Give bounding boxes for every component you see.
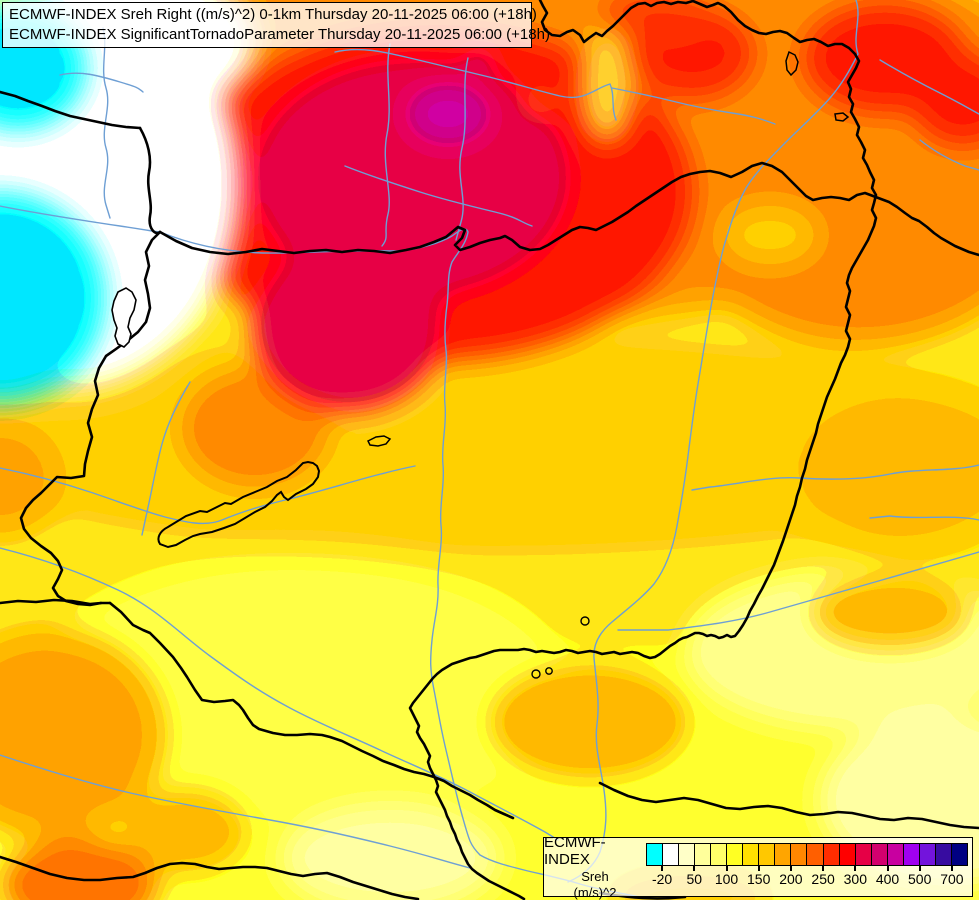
legend-tick-label: 150 [747, 871, 771, 887]
river [919, 139, 979, 171]
legend-tick-label: 50 [686, 871, 703, 887]
river-danube [0, 205, 641, 898]
border-hungary [158, 161, 979, 257]
legend-parameter-name: Sreh [581, 869, 609, 884]
river-tisza [567, 0, 859, 883]
river [0, 465, 416, 525]
lake-balaton-outline [157, 460, 321, 549]
lake [545, 667, 553, 675]
legend-tick-label: 500 [908, 871, 932, 887]
river [381, 43, 391, 247]
legend-color-cell [854, 843, 872, 866]
river [334, 48, 617, 121]
legend-color-cell [934, 843, 952, 866]
border [0, 855, 420, 900]
legend-color-cell [662, 843, 680, 866]
border [138, 126, 162, 235]
river-drava [0, 547, 559, 841]
legend-color-cell [742, 843, 760, 866]
legend-tick-mark [757, 866, 760, 871]
legend-color-cell [806, 843, 824, 866]
legend-color-cell [774, 843, 792, 866]
river [617, 551, 979, 631]
legend-tick-label: -20 [651, 871, 673, 887]
legend-color-cell [678, 843, 696, 866]
legend-color-cell [758, 843, 776, 866]
map-title-line2: ECMWF-INDEX SignificantTornadoParameter … [9, 26, 550, 43]
legend-color-cell [886, 843, 904, 866]
legend-tick-mark [725, 866, 728, 871]
border [0, 90, 142, 130]
legend-color-cell [694, 843, 712, 866]
legend-color-cell [918, 843, 936, 866]
lake [785, 50, 799, 77]
legend-tick-label: 700 [940, 871, 964, 887]
lake-velence [366, 435, 392, 447]
legend-tick-label: 400 [875, 871, 900, 887]
legend-tick-mark [886, 866, 889, 871]
map-title-box: ECMWF-INDEX Sreh Right ((m/s)^2) 0-1km T… [2, 2, 550, 48]
lake-neusiedl [111, 287, 137, 348]
river [141, 381, 191, 536]
border [408, 0, 878, 900]
legend-tick-label: 300 [843, 871, 867, 887]
legend-tick-mark [822, 866, 825, 871]
border [19, 230, 162, 607]
lakes [111, 50, 850, 679]
legend-color-cell [870, 843, 888, 866]
river [879, 59, 979, 115]
legend-labels: ECMWF-INDEX Sreh (m/s)^2 [544, 834, 646, 900]
legend-tick-label: 200 [779, 871, 803, 887]
legend-tick-label: 250 [811, 871, 835, 887]
legend-tick-mark [950, 866, 953, 871]
border [108, 601, 515, 820]
lake [531, 669, 541, 679]
river [59, 72, 144, 93]
river [102, 27, 111, 219]
legend-tick-mark [918, 866, 921, 871]
legend-units: (m/s)^2 [573, 885, 617, 900]
legend-color-cell [710, 843, 728, 866]
river [611, 87, 776, 125]
legend-model-name: ECMWF-INDEX [544, 834, 606, 868]
legend-tick-mark [789, 866, 792, 871]
legend-color-cell [822, 843, 840, 866]
lake [580, 616, 590, 626]
legend-tick-label: 100 [714, 871, 739, 887]
legend-tick-mark [693, 866, 696, 871]
river [869, 515, 979, 521]
legend-tick-mark [661, 866, 664, 871]
legend-color-cell [790, 843, 808, 866]
legend-tick-mark [854, 866, 857, 871]
legend-color-cell [902, 843, 920, 866]
river [691, 464, 979, 491]
river [455, 57, 469, 241]
map-title-line1: ECMWF-INDEX Sreh Right ((m/s)^2) 0-1km T… [9, 6, 537, 23]
river-sava [0, 754, 471, 869]
legend-color-cell [726, 843, 744, 866]
color-scale-legend: ECMWF-INDEX Sreh (m/s)^2 -20 50 100 150 200 2… [543, 834, 973, 900]
legend-color-cell [838, 843, 856, 866]
legend-color-bar [646, 843, 968, 866]
river [344, 165, 533, 227]
border [0, 598, 103, 606]
border [598, 781, 979, 830]
legend-color-cell [646, 843, 664, 866]
legend-color-cell [950, 843, 968, 866]
lake [834, 112, 850, 122]
